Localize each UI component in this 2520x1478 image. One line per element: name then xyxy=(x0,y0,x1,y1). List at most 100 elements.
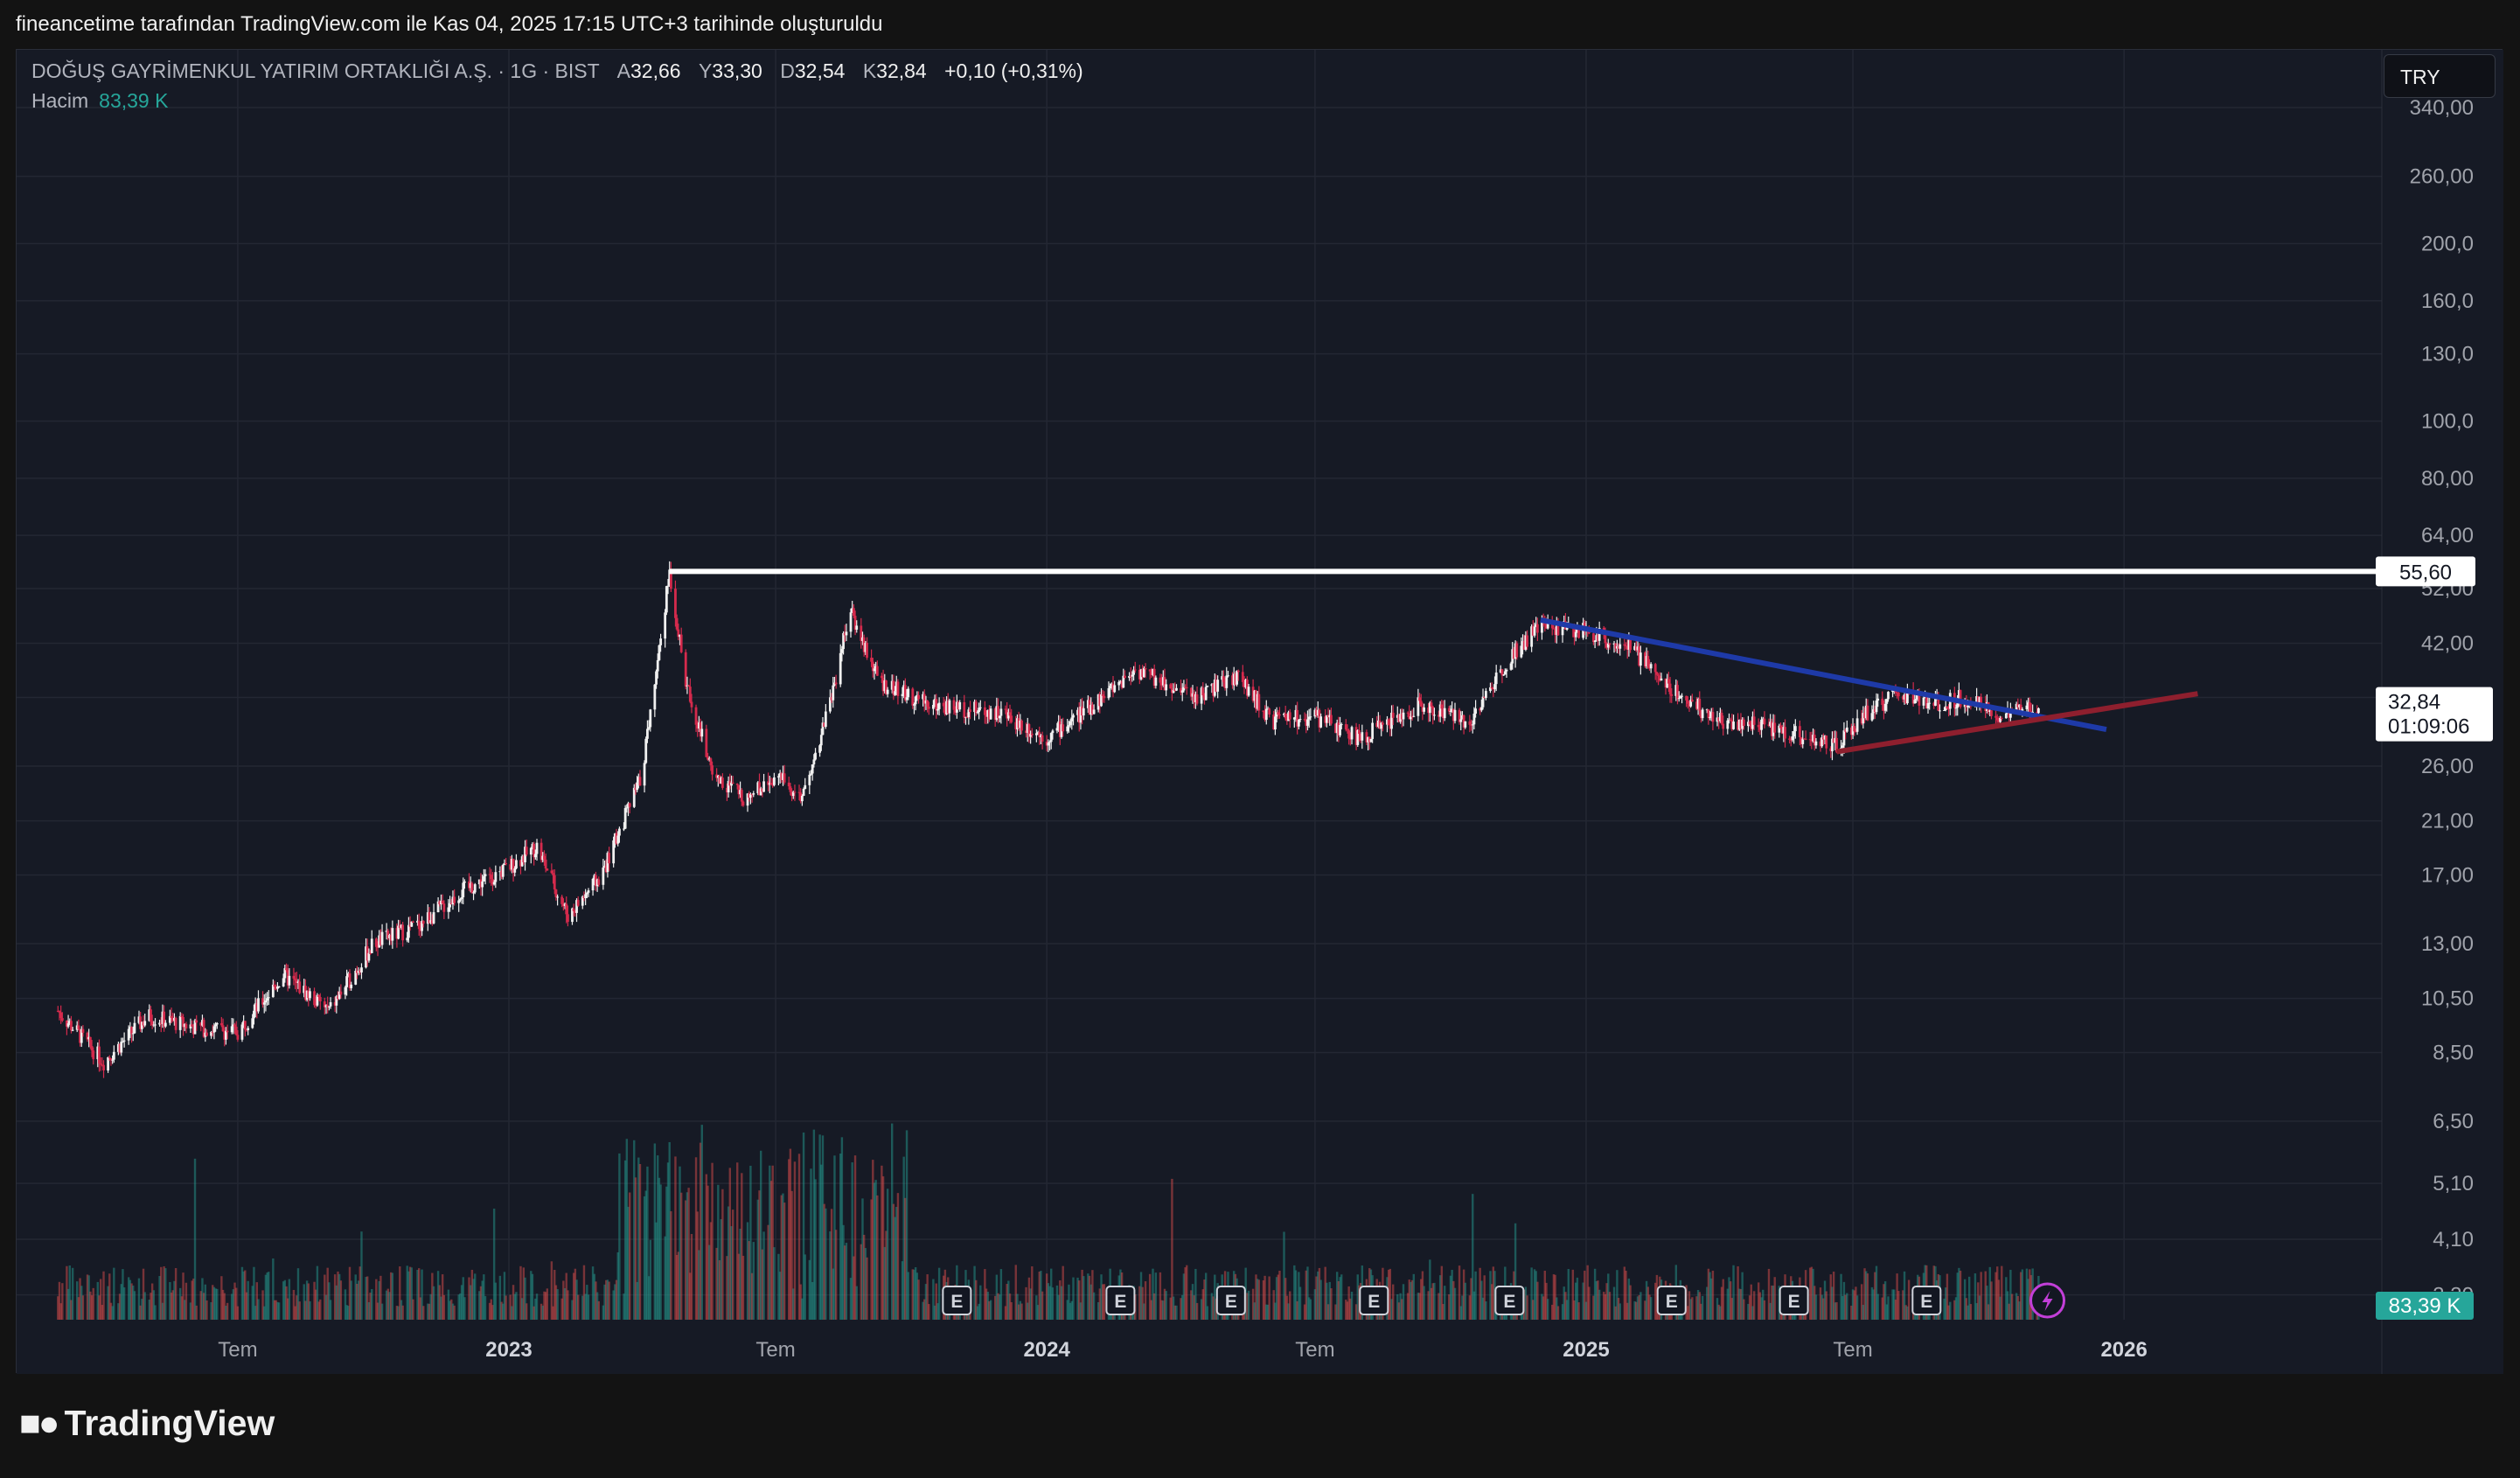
candle-body xyxy=(1511,649,1514,664)
candle-body xyxy=(1253,690,1257,701)
price-axis-label: 8,50 xyxy=(2433,1041,2474,1064)
candle-body xyxy=(1657,674,1660,676)
volume-bar xyxy=(1350,1291,1354,1320)
candle-body xyxy=(430,920,434,924)
candle-body xyxy=(1862,713,1865,724)
volume-bar xyxy=(689,1272,692,1320)
volume-bar xyxy=(2027,1279,2029,1320)
candle-body xyxy=(1644,652,1646,666)
volume-bar xyxy=(988,1300,991,1320)
volume-bar xyxy=(1524,1286,1528,1320)
volume-bar xyxy=(120,1284,122,1320)
volume-bar xyxy=(773,1247,776,1320)
candle-body xyxy=(529,847,533,855)
volume-bar xyxy=(1695,1296,1698,1320)
candle-body xyxy=(1150,671,1153,675)
candle-body xyxy=(1443,708,1446,719)
volume-bar xyxy=(1472,1291,1476,1320)
candle-body xyxy=(1034,733,1038,736)
candle-body xyxy=(985,715,988,717)
volume-bar xyxy=(1829,1274,1832,1320)
volume-bar xyxy=(164,1268,167,1320)
candle-body xyxy=(894,691,896,695)
candle-body xyxy=(1481,696,1485,708)
candle-body xyxy=(1165,684,1168,691)
candle-body xyxy=(1522,641,1526,650)
volume-bar xyxy=(255,1282,259,1320)
volume-bar xyxy=(1418,1293,1421,1320)
candle-body xyxy=(1113,685,1117,693)
volume-bar xyxy=(401,1305,404,1320)
candle-body xyxy=(397,925,400,939)
candle-body xyxy=(1316,709,1319,716)
candle-body xyxy=(1367,736,1369,742)
candle-body xyxy=(1397,715,1401,722)
candle-body xyxy=(1328,715,1332,718)
price-axis-label: 64,00 xyxy=(2421,524,2474,547)
candle-body xyxy=(1664,678,1667,688)
candle-body xyxy=(720,777,724,788)
currency-button[interactable]: TRY xyxy=(2384,54,2496,98)
volume-bar xyxy=(700,1125,703,1320)
candle-body xyxy=(1679,696,1682,699)
candle-body xyxy=(1595,635,1598,641)
volume-bar xyxy=(1050,1268,1053,1320)
volume-bar xyxy=(563,1287,567,1320)
volume-bar xyxy=(1906,1306,1909,1320)
candle-body xyxy=(1883,705,1885,711)
volume-bar xyxy=(553,1269,556,1320)
candle-body xyxy=(1916,694,1919,699)
volume-bar xyxy=(593,1273,595,1320)
volume-bar xyxy=(883,1246,886,1320)
candle-body xyxy=(1587,631,1591,634)
chart-panel[interactable]: Tem 2023 Tem 2024 Tem 2025 Tem 2026 340,00 260,00… xyxy=(16,49,2503,1374)
volume-bar xyxy=(1068,1284,1070,1320)
candle-body xyxy=(1159,677,1162,683)
earnings-marker xyxy=(1656,1286,1687,1315)
candle-body xyxy=(374,938,378,947)
price-chart[interactable]: Tem 2023 Tem 2024 Tem 2025 Tem 2026340,00260,00… xyxy=(17,50,2503,1374)
volume-bar xyxy=(1206,1306,1209,1320)
volume-bar xyxy=(214,1288,217,1320)
volume-bar xyxy=(470,1269,474,1320)
volume-bar xyxy=(453,1305,456,1320)
candle-body xyxy=(591,878,595,891)
volume-bar xyxy=(2016,1295,2020,1320)
volume-bar xyxy=(825,1208,827,1320)
candle-body xyxy=(1489,687,1492,692)
candle-body xyxy=(1195,694,1199,704)
volume-bar xyxy=(139,1305,142,1320)
volume-bar xyxy=(216,1288,219,1320)
candle-body xyxy=(204,1032,207,1037)
volume-bar xyxy=(170,1292,173,1320)
volume-bar xyxy=(385,1290,388,1320)
volume-bar xyxy=(1757,1282,1760,1320)
volume-bar xyxy=(494,1282,498,1320)
volume-bar xyxy=(264,1274,268,1320)
candle-body xyxy=(1459,719,1463,722)
candle-body xyxy=(1876,698,1880,701)
volume-bar xyxy=(840,1137,844,1320)
volume-bar xyxy=(543,1291,546,1320)
volume-bar xyxy=(1025,1286,1027,1320)
candle-body xyxy=(473,884,477,893)
candle-body xyxy=(791,791,795,797)
candle-body xyxy=(843,632,846,636)
candle-body xyxy=(634,787,637,791)
candle-body xyxy=(1010,715,1013,722)
volume-bar xyxy=(829,1231,832,1320)
candle-body xyxy=(389,935,393,941)
volume-bar xyxy=(1842,1281,1846,1320)
candle-body xyxy=(1741,719,1744,729)
candle-body xyxy=(410,921,414,927)
volume-bar xyxy=(292,1289,296,1320)
candle-body xyxy=(1767,724,1771,727)
candle-body xyxy=(182,1016,184,1028)
volume-bar xyxy=(520,1298,524,1320)
candle-body xyxy=(748,793,752,798)
candle-body xyxy=(1273,716,1277,730)
volume-bar xyxy=(1716,1298,1719,1320)
volume-bar xyxy=(1305,1270,1307,1320)
volume-bar xyxy=(984,1269,986,1320)
candle-body xyxy=(2000,717,2003,719)
